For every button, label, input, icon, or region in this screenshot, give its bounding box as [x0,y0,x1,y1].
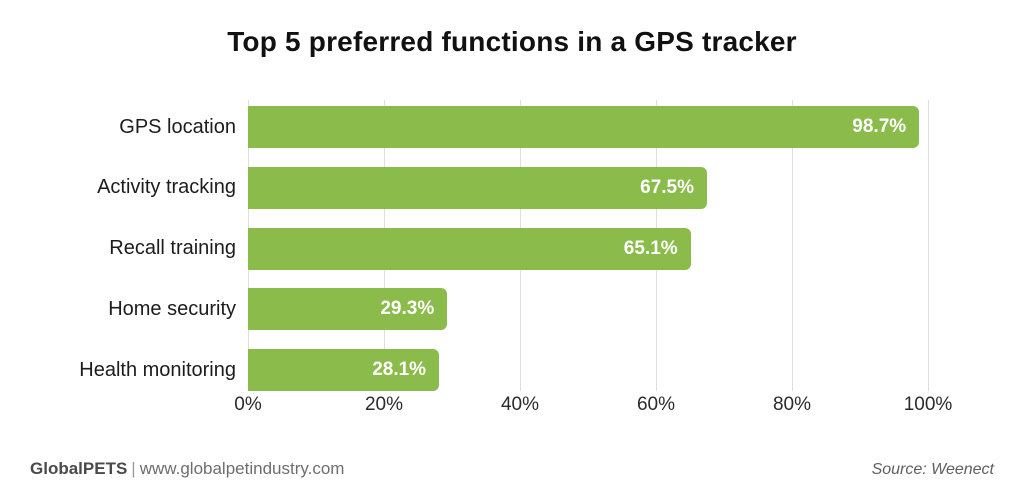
bar: 98.7% [248,106,920,148]
bar-row: 65.1% [248,227,928,270]
plot-area: 98.7% 67.5% 65.1% 29.3% 28.1% [248,100,929,391]
footer: GlobalPETS | www.globalpetindustry.com Sou… [30,459,994,479]
category-axis: GPS location Activity tracking Recall tr… [0,100,236,391]
bar-value-label: 29.3% [380,298,435,320]
x-tick-label: 60% [636,394,676,415]
bar-row: 98.7% [248,106,928,148]
gridline [792,100,793,391]
bar-value-label: 28.1% [372,359,427,380]
bar: 29.3% [248,288,448,331]
bars: 98.7% 67.5% 65.1% 29.3% 28.1% [248,100,928,391]
bar-row: 29.3% [248,288,928,331]
footer-attribution: GlobalPETS | www.globalpetindustry.com [30,459,344,479]
gridline [928,100,929,391]
category-label: GPS location [119,115,236,138]
x-axis: 0% 20% 40% 60% 80% 100% [234,394,952,420]
bar: 67.5% [248,166,707,209]
footer-brand: GlobalPETS [30,459,128,478]
footer-separator: | [131,459,136,478]
bar-value-label: 65.1% [623,237,678,259]
footer-url: www.globalpetindustry.com [139,459,345,478]
category-label: Activity tracking [97,176,236,199]
category-label: Home security [108,297,236,320]
bar-value-label: 67.5% [640,176,694,198]
x-tick-label: 20% [364,394,404,415]
bar: 65.1% [248,227,691,270]
bar-row: 67.5% [248,166,928,209]
category-label: Recall training [109,237,236,259]
category-label: Health monitoring [79,358,236,381]
x-tick-label: 0% [234,394,262,415]
bar-value-label: 98.7% [852,116,907,137]
x-tick-label: 40% [500,394,540,415]
bar-row: 28.1% [248,349,928,391]
x-tick-label: 100% [903,394,953,415]
footer-source: Source: Weenect [871,461,994,478]
x-tick-label: 80% [772,394,812,415]
bar: 28.1% [248,349,440,391]
chart-title: Top 5 preferred functions in a GPS track… [227,26,797,57]
